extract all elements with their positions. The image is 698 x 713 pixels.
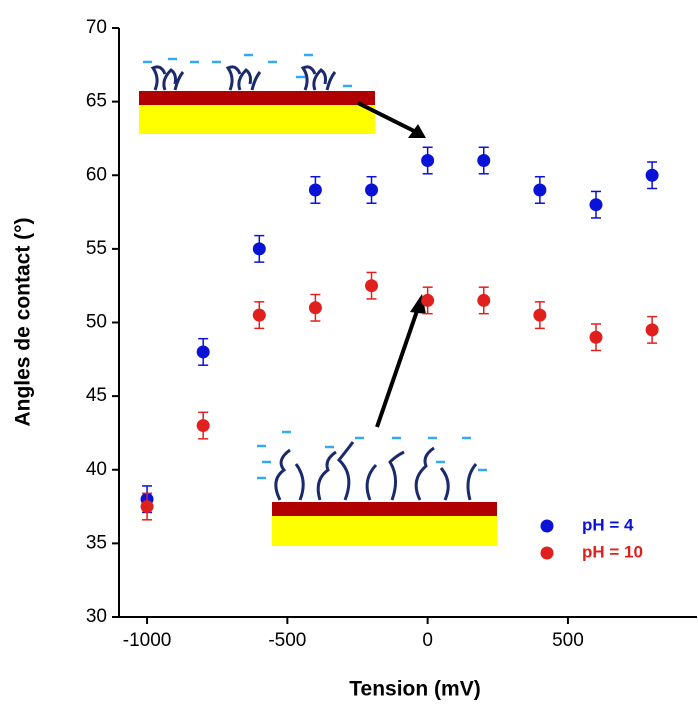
- point: [589, 330, 603, 344]
- y-tick-label: 35: [86, 532, 107, 553]
- arrowhead: [408, 124, 426, 138]
- point: [533, 183, 547, 197]
- y-tick-label: 45: [86, 385, 107, 406]
- legend-label: pH = 4: [582, 515, 634, 534]
- legend-marker: [540, 519, 554, 533]
- y-tick-label: 30: [86, 606, 107, 627]
- x-tick-label: 0: [422, 630, 433, 651]
- arrow: [375, 307, 420, 428]
- x-tick-label: -1000: [123, 630, 172, 651]
- legend-label: pH = 10: [582, 542, 643, 561]
- point: [196, 345, 210, 359]
- point: [533, 308, 547, 322]
- y-tick-label: 40: [86, 459, 107, 480]
- point: [477, 293, 491, 307]
- point: [365, 183, 379, 197]
- point: [421, 293, 435, 307]
- point: [252, 308, 266, 322]
- point: [589, 198, 603, 212]
- point: [308, 301, 322, 315]
- legend-marker: [540, 546, 554, 560]
- y-tick-label: 55: [86, 238, 107, 259]
- point: [252, 242, 266, 256]
- x-tick-label: 500: [552, 630, 584, 651]
- x-tick-label: -500: [268, 630, 306, 651]
- y-tick-label: 70: [86, 17, 107, 38]
- y-tick-label: 50: [86, 312, 107, 333]
- illustration-ph10: [257, 430, 497, 546]
- point: [421, 154, 435, 168]
- y-tick-label: 65: [86, 91, 107, 112]
- x-axis-label: Tension (mV): [349, 678, 480, 701]
- illustration-ph4: [139, 53, 375, 134]
- point: [308, 183, 322, 197]
- arrow: [357, 101, 419, 135]
- y-axis-label: Angles de contact (°): [12, 217, 35, 426]
- y-tick-label: 60: [86, 164, 107, 185]
- point: [140, 500, 154, 514]
- point: [365, 279, 379, 293]
- point: [645, 168, 659, 182]
- point: [477, 154, 491, 168]
- point: [196, 419, 210, 433]
- point: [645, 323, 659, 337]
